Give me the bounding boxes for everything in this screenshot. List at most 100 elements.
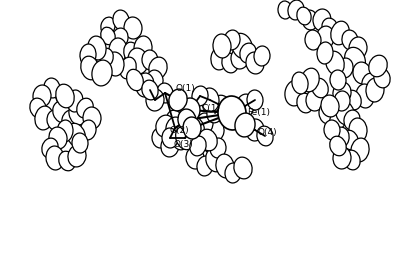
Ellipse shape — [156, 115, 174, 137]
Ellipse shape — [207, 103, 223, 123]
Ellipse shape — [213, 34, 231, 58]
Ellipse shape — [313, 9, 331, 31]
Ellipse shape — [206, 148, 224, 172]
Ellipse shape — [240, 43, 256, 63]
Ellipse shape — [254, 46, 270, 66]
Ellipse shape — [369, 55, 387, 77]
Ellipse shape — [330, 70, 346, 90]
Ellipse shape — [124, 17, 142, 39]
Ellipse shape — [317, 42, 333, 64]
Ellipse shape — [66, 123, 86, 147]
Ellipse shape — [231, 47, 249, 69]
Ellipse shape — [336, 101, 354, 125]
Ellipse shape — [306, 89, 324, 111]
Ellipse shape — [146, 89, 164, 111]
Ellipse shape — [232, 33, 252, 59]
Ellipse shape — [342, 130, 358, 150]
Ellipse shape — [81, 56, 99, 80]
Ellipse shape — [211, 46, 229, 70]
Ellipse shape — [83, 107, 101, 129]
Ellipse shape — [216, 154, 234, 178]
Ellipse shape — [349, 37, 367, 59]
Ellipse shape — [330, 136, 346, 156]
Ellipse shape — [180, 98, 200, 122]
Ellipse shape — [202, 133, 218, 153]
Ellipse shape — [351, 138, 369, 162]
Ellipse shape — [322, 18, 338, 38]
Ellipse shape — [206, 120, 224, 142]
Ellipse shape — [169, 89, 187, 111]
Ellipse shape — [224, 30, 240, 50]
Ellipse shape — [101, 27, 115, 45]
Ellipse shape — [222, 53, 238, 73]
Text: Fe(1): Fe(1) — [247, 109, 270, 117]
Ellipse shape — [33, 85, 51, 107]
Ellipse shape — [344, 110, 360, 130]
Ellipse shape — [80, 44, 96, 66]
Ellipse shape — [319, 102, 337, 124]
Ellipse shape — [92, 60, 112, 86]
Ellipse shape — [161, 135, 179, 157]
Ellipse shape — [257, 126, 273, 146]
Ellipse shape — [333, 147, 351, 169]
Ellipse shape — [147, 70, 163, 90]
Ellipse shape — [292, 72, 308, 94]
Ellipse shape — [192, 86, 208, 106]
Ellipse shape — [334, 91, 350, 111]
Ellipse shape — [366, 78, 384, 102]
Ellipse shape — [80, 120, 96, 140]
Ellipse shape — [285, 80, 305, 106]
Ellipse shape — [342, 30, 358, 50]
Ellipse shape — [77, 98, 93, 118]
Ellipse shape — [316, 26, 334, 50]
Ellipse shape — [344, 150, 360, 170]
Ellipse shape — [321, 95, 339, 117]
Ellipse shape — [190, 136, 206, 156]
Text: C(1): C(1) — [201, 103, 220, 113]
Ellipse shape — [120, 57, 136, 79]
Ellipse shape — [124, 42, 140, 64]
Ellipse shape — [305, 30, 321, 50]
Ellipse shape — [113, 10, 129, 30]
Ellipse shape — [134, 36, 152, 60]
Ellipse shape — [126, 69, 144, 91]
Text: O(1): O(1) — [176, 84, 196, 92]
Ellipse shape — [62, 110, 78, 130]
Ellipse shape — [297, 93, 313, 113]
Ellipse shape — [112, 28, 128, 48]
Ellipse shape — [331, 21, 349, 45]
Text: O(4): O(4) — [257, 128, 277, 137]
Ellipse shape — [157, 83, 173, 103]
Ellipse shape — [68, 145, 86, 167]
Ellipse shape — [301, 68, 319, 92]
Ellipse shape — [186, 116, 204, 140]
Ellipse shape — [128, 48, 148, 74]
Ellipse shape — [247, 90, 263, 110]
Ellipse shape — [42, 138, 58, 158]
Ellipse shape — [246, 52, 264, 74]
Ellipse shape — [152, 128, 168, 148]
Ellipse shape — [184, 128, 200, 148]
Ellipse shape — [67, 90, 83, 112]
Ellipse shape — [345, 90, 361, 110]
Ellipse shape — [218, 96, 246, 130]
Ellipse shape — [172, 130, 188, 150]
Ellipse shape — [356, 84, 374, 108]
Ellipse shape — [142, 50, 158, 70]
Ellipse shape — [176, 116, 194, 140]
Text: O(2): O(2) — [169, 125, 189, 135]
Ellipse shape — [72, 133, 88, 153]
Ellipse shape — [49, 127, 67, 149]
Ellipse shape — [288, 0, 304, 20]
Ellipse shape — [69, 101, 87, 125]
Ellipse shape — [337, 58, 353, 78]
Ellipse shape — [213, 95, 231, 117]
Ellipse shape — [353, 62, 371, 84]
Ellipse shape — [191, 136, 209, 160]
Ellipse shape — [166, 117, 184, 139]
Ellipse shape — [57, 120, 73, 142]
Ellipse shape — [225, 163, 241, 183]
Ellipse shape — [97, 48, 113, 68]
Ellipse shape — [297, 7, 311, 25]
Ellipse shape — [167, 110, 183, 130]
